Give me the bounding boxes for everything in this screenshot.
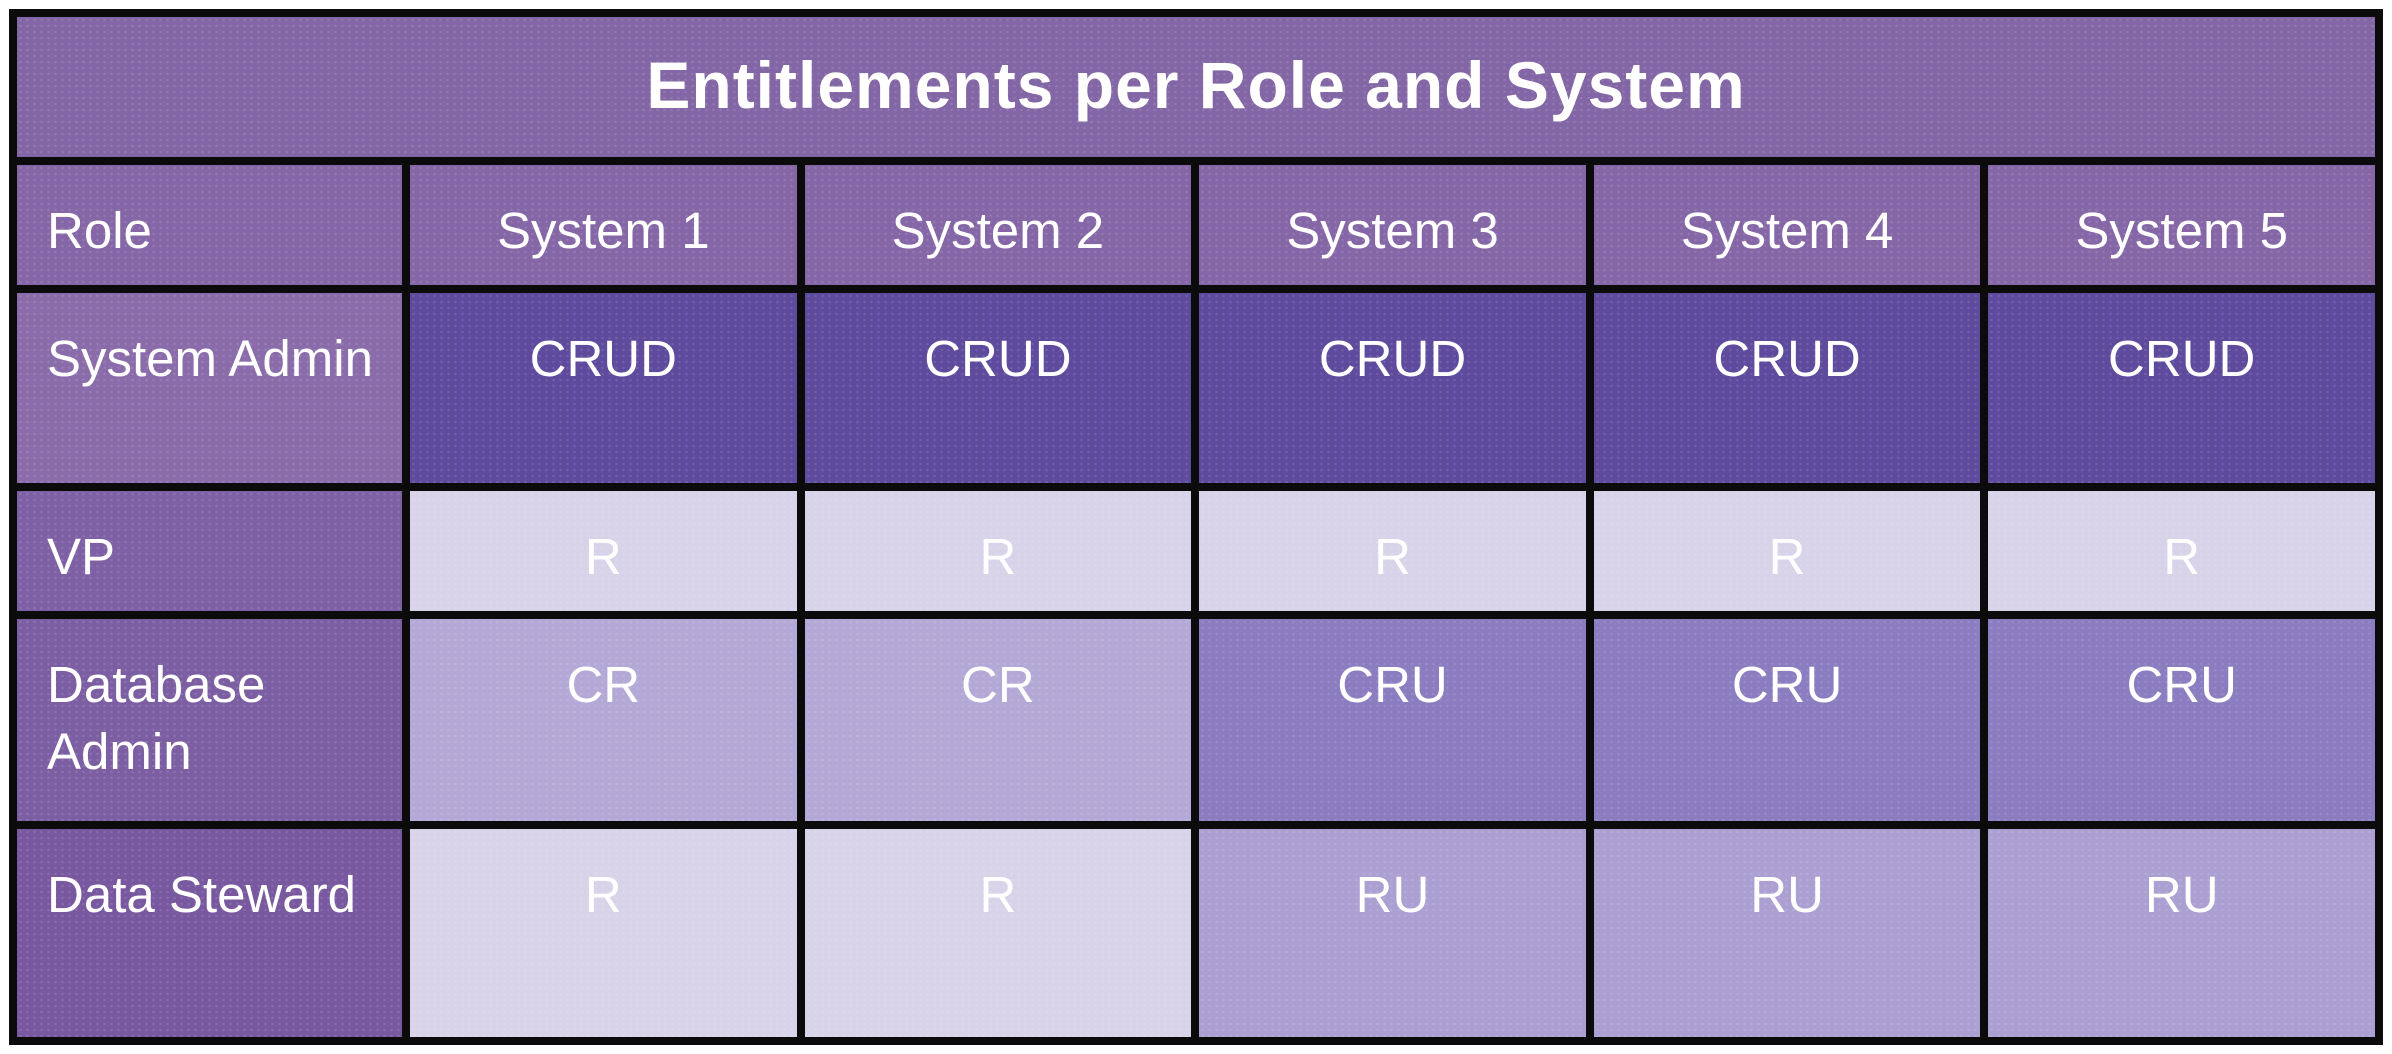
row-label-vp: VP <box>17 491 402 611</box>
table-title: Entitlements per Role and System <box>17 17 2375 157</box>
cell-data-steward-system-5: RU <box>1988 829 2375 1037</box>
cell-system-admin-system-3: CRUD <box>1199 293 1586 483</box>
cell-database-admin-system-5: CRU <box>1988 619 2375 821</box>
cell-vp-system-4: R <box>1593 491 1981 611</box>
row-label-system-admin: System Admin <box>17 293 402 483</box>
column-header-system-5: System 5 <box>1988 165 2375 285</box>
cell-data-steward-system-2: R <box>804 829 1192 1037</box>
cell-database-admin-system-4: CRU <box>1593 619 1981 821</box>
column-header-system-2: System 2 <box>804 165 1192 285</box>
cell-vp-system-1: R <box>410 491 797 611</box>
cell-system-admin-system-1: CRUD <box>410 293 797 483</box>
cell-system-admin-system-5: CRUD <box>1988 293 2375 483</box>
entitlements-grid: Entitlements per Role and System Role Sys… <box>17 17 2375 1037</box>
cell-data-steward-system-1: R <box>410 829 797 1037</box>
column-header-system-1: System 1 <box>410 165 797 285</box>
row-label-database-admin: Database Admin <box>17 619 402 821</box>
cell-database-admin-system-3: CRU <box>1199 619 1586 821</box>
cell-vp-system-2: R <box>804 491 1192 611</box>
cell-database-admin-system-1: CR <box>410 619 797 821</box>
cell-data-steward-system-4: RU <box>1593 829 1981 1037</box>
cell-system-admin-system-4: CRUD <box>1593 293 1981 483</box>
row-label-data-steward: Data Steward <box>17 829 402 1037</box>
column-header-system-3: System 3 <box>1199 165 1586 285</box>
cell-vp-system-3: R <box>1199 491 1586 611</box>
cell-database-admin-system-2: CR <box>804 619 1192 821</box>
column-header-role: Role <box>17 165 402 285</box>
cell-vp-system-5: R <box>1988 491 2375 611</box>
cell-data-steward-system-3: RU <box>1199 829 1586 1037</box>
entitlements-matrix: Entitlements per Role and System Role Sys… <box>9 9 2383 1045</box>
column-header-system-4: System 4 <box>1593 165 1981 285</box>
cell-system-admin-system-2: CRUD <box>804 293 1192 483</box>
